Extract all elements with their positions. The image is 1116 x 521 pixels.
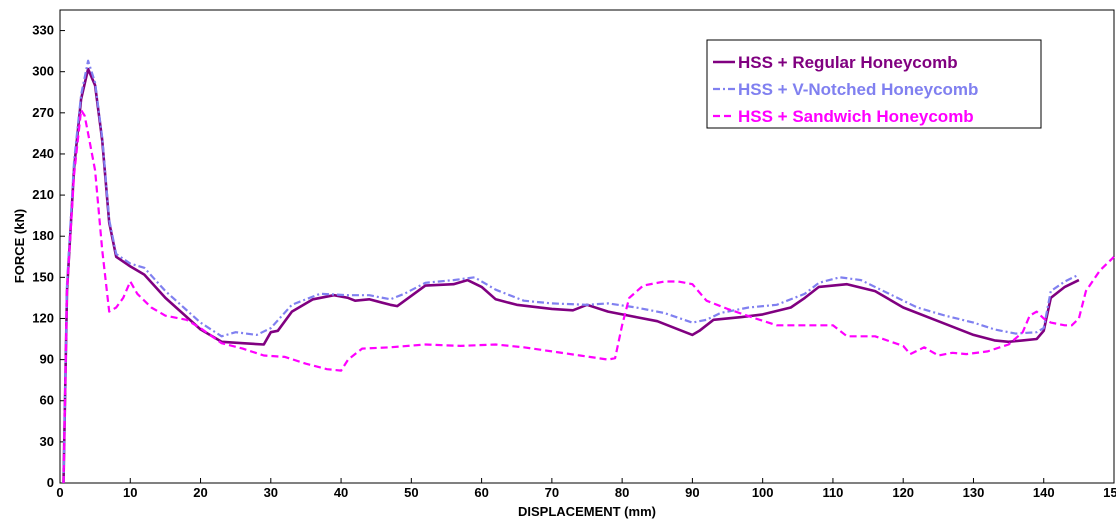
x-tick-label: 80 [615,485,629,500]
y-tick-label: 60 [40,393,54,408]
y-tick-label: 180 [32,228,54,243]
y-axis-title: FORCE (kN) [12,209,27,283]
legend-label: HSS + Sandwich Honeycomb [738,107,974,126]
x-tick-label: 150 [1103,485,1116,500]
x-tick-label: 70 [545,485,559,500]
series-line-2 [62,59,1080,484]
y-tick-label: 240 [32,146,54,161]
x-tick-label: 60 [474,485,488,500]
y-tick-label: 0 [47,475,54,490]
legend: HSS + Regular Honeycomb HSS + V-Notched H… [706,39,1042,129]
x-tick-label: 20 [193,485,207,500]
x-tick-label: 130 [963,485,985,500]
x-tick-label: 110 [822,485,843,500]
x-tick-label: 30 [264,485,278,500]
x-tick-label: 10 [123,485,137,500]
series-line-1 [62,67,1080,484]
x-tick-label: 0 [56,485,63,500]
legend-box [706,39,1042,129]
y-tick-label: 120 [32,310,54,325]
y-tick-label: 270 [32,105,54,120]
series-layer [62,59,1115,484]
legend-label: HSS + V-Notched Honeycomb [738,80,978,99]
x-tick-label: 40 [334,485,348,500]
y-tick-label: 90 [40,352,54,367]
y-axis-ticks: 0 30 60 90 120 150 180 210 240 270 300 330 [32,23,65,490]
series-line-3 [62,109,1115,484]
x-tick-label: 140 [1033,485,1055,500]
x-tick-label: 90 [685,485,699,500]
y-tick-label: 210 [32,187,54,202]
x-tick-label: 50 [404,485,418,500]
y-tick-label: 300 [32,64,54,79]
y-tick-label: 150 [32,269,54,284]
legend-label: HSS + Regular Honeycomb [738,53,958,72]
x-tick-label: 120 [892,485,914,500]
y-tick-label: 330 [32,23,54,38]
x-axis-title: DISPLACEMENT (mm) [518,504,656,519]
y-tick-label: 30 [40,434,54,449]
x-tick-label: 100 [752,485,774,500]
x-axis-ticks: 0 10 20 30 40 50 60 70 80 90 100 110 120 130 140 150 [56,478,1116,500]
